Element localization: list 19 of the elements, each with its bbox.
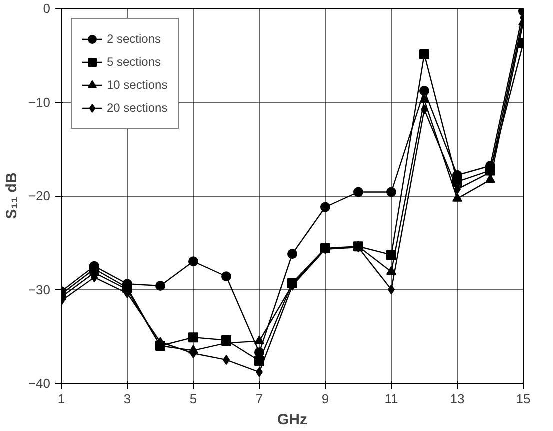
y-tick-label: −40 (28, 376, 51, 391)
x-tick-label: 9 (322, 392, 330, 406)
x-tick-label: 13 (450, 392, 465, 406)
legend-label: 20 sections (107, 101, 168, 115)
y-tick-label: −30 (28, 282, 51, 298)
x-tick-label: 3 (124, 392, 132, 406)
x-tick-label: 1 (58, 392, 66, 406)
x-tick-label: 5 (190, 392, 198, 406)
y-tick-label: −10 (28, 94, 51, 110)
x-tick-label: 15 (516, 392, 531, 406)
x-tick-label: 11 (384, 392, 398, 406)
y-tick-label: 0 (43, 1, 51, 16)
legend-label: 10 sections (107, 78, 168, 92)
y-tick-label: −20 (28, 188, 51, 204)
legend-label: 5 sections (107, 55, 162, 69)
legend-label: 2 sections (107, 32, 162, 46)
y-axis-title: S₁₁ dB (3, 172, 20, 220)
x-axis-title: GHz (278, 412, 308, 428)
x-tick-label: 7 (256, 392, 264, 406)
